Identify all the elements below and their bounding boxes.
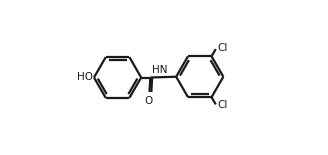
- Text: HO: HO: [77, 73, 93, 82]
- Text: Cl: Cl: [217, 43, 227, 53]
- Text: HN: HN: [152, 65, 167, 75]
- Text: Cl: Cl: [217, 100, 227, 110]
- Text: O: O: [145, 96, 153, 106]
